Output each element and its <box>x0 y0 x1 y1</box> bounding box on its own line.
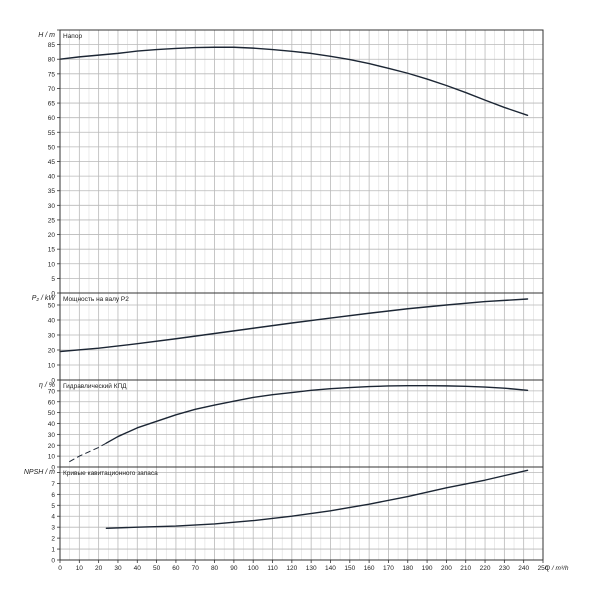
y-tick-label: 55 <box>48 130 56 137</box>
x-tick-label: 150 <box>344 565 355 572</box>
x-tick-label: 90 <box>230 565 238 572</box>
panel-title: Мощность на валу P2 <box>63 296 129 303</box>
x-tick-label: 0 <box>58 565 62 572</box>
y-tick-label: 40 <box>48 318 56 325</box>
curve-line <box>105 469 529 529</box>
y-tick-label: 0 <box>51 465 55 472</box>
y-tick-label: 75 <box>48 71 56 78</box>
y-axis-label: η / % <box>39 382 55 389</box>
x-tick-label: 160 <box>364 565 375 572</box>
x-tick-label: 10 <box>76 565 84 572</box>
y-tick-label: 5 <box>51 503 55 510</box>
y-tick-label: 20 <box>48 348 56 355</box>
x-tick-label: 50 <box>153 565 161 572</box>
y-tick-label: 0 <box>51 558 55 565</box>
x-tick-label: 80 <box>211 565 219 572</box>
y-tick-label: 40 <box>48 174 56 181</box>
curve-line <box>59 46 529 117</box>
y-tick-label: 70 <box>48 86 56 93</box>
curve-line <box>105 384 529 444</box>
y-tick-label: 10 <box>48 363 56 370</box>
x-tick-label: 250 <box>538 565 549 572</box>
y-tick-label: 0 <box>51 291 55 298</box>
y-tick-label: 50 <box>48 144 56 151</box>
panel-frame <box>59 466 544 561</box>
x-tick-label: 240 <box>518 565 529 572</box>
y-tick-label: 30 <box>48 432 56 439</box>
y-tick-label: 2 <box>51 536 55 543</box>
x-tick-label: 200 <box>441 565 452 572</box>
y-tick-label: 10 <box>48 261 56 268</box>
y-tick-label: 80 <box>48 57 56 64</box>
y-tick-label: 30 <box>48 333 56 340</box>
x-tick-label: 130 <box>306 565 317 572</box>
y-tick-label: 50 <box>48 303 56 310</box>
x-tick-label: 110 <box>267 565 278 572</box>
y-tick-label: 20 <box>48 443 56 450</box>
panel-title: Гидравлический КПД <box>63 382 127 390</box>
grid <box>59 29 544 561</box>
curve-line-dashed <box>69 442 107 463</box>
curve-line <box>59 298 529 353</box>
panel-title: Кривые кавитационного запаса <box>63 470 158 477</box>
y-tick-label: 10 <box>48 454 56 461</box>
x-tick-label: 210 <box>460 565 471 572</box>
y-axis-label: P₂ / kW <box>32 295 57 302</box>
x-tick-label: 20 <box>95 565 103 572</box>
y-tick-label: 40 <box>48 421 56 428</box>
y-tick-label: 15 <box>48 247 56 254</box>
y-axis-label: H / m <box>38 32 55 39</box>
y-tick-label: 25 <box>48 217 56 224</box>
y-tick-label: 4 <box>51 514 55 521</box>
y-tick-label: 6 <box>51 492 55 499</box>
panel-title: Напор <box>63 33 82 40</box>
x-tick-label: 30 <box>114 565 122 572</box>
x-tick-label: 180 <box>402 565 413 572</box>
y-tick-label: 7 <box>51 481 55 488</box>
y-tick-label: 60 <box>48 115 56 122</box>
x-axis-label: Q / m³/h <box>545 565 569 572</box>
x-tick-label: 70 <box>192 565 200 572</box>
x-tick-label: 100 <box>248 565 259 572</box>
y-tick-label: 20 <box>48 232 56 239</box>
x-tick-label: 190 <box>422 565 433 572</box>
y-tick-label: 70 <box>48 388 56 395</box>
curves <box>59 46 529 529</box>
x-tick-label: 40 <box>134 565 142 572</box>
y-tick-label: 35 <box>48 188 56 195</box>
x-tick-label: 120 <box>286 565 297 572</box>
y-tick-label: 0 <box>51 378 55 385</box>
x-tick-label: 170 <box>383 565 394 572</box>
y-axis-label: NPSH / m <box>24 469 55 476</box>
x-tick-label: 60 <box>172 565 180 572</box>
y-tick-label: 5 <box>51 276 55 283</box>
x-tick-label: 230 <box>499 565 510 572</box>
y-tick-label: 50 <box>48 410 56 417</box>
y-tick-label: 45 <box>48 159 56 166</box>
y-tick-label: 3 <box>51 525 55 532</box>
y-tick-label: 85 <box>48 42 56 49</box>
y-tick-label: 60 <box>48 399 56 406</box>
x-tick-label: 140 <box>325 565 336 572</box>
y-tick-label: 30 <box>48 203 56 210</box>
x-tick-label: 220 <box>480 565 491 572</box>
y-tick-label: 65 <box>48 101 56 108</box>
y-tick-label: 1 <box>51 547 55 554</box>
